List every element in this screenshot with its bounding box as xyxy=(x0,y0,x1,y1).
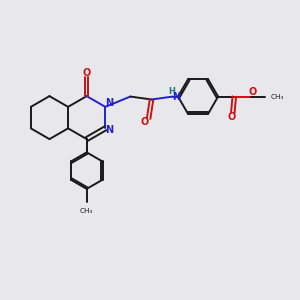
Text: CH₃: CH₃ xyxy=(271,94,284,100)
Text: O: O xyxy=(227,112,236,122)
Text: CH₃: CH₃ xyxy=(80,208,93,214)
Text: H: H xyxy=(169,87,176,96)
Text: O: O xyxy=(249,87,257,98)
Text: N: N xyxy=(105,98,113,108)
Text: N: N xyxy=(172,92,181,102)
Text: O: O xyxy=(82,68,91,78)
Text: N: N xyxy=(105,125,113,135)
Text: O: O xyxy=(141,117,149,127)
